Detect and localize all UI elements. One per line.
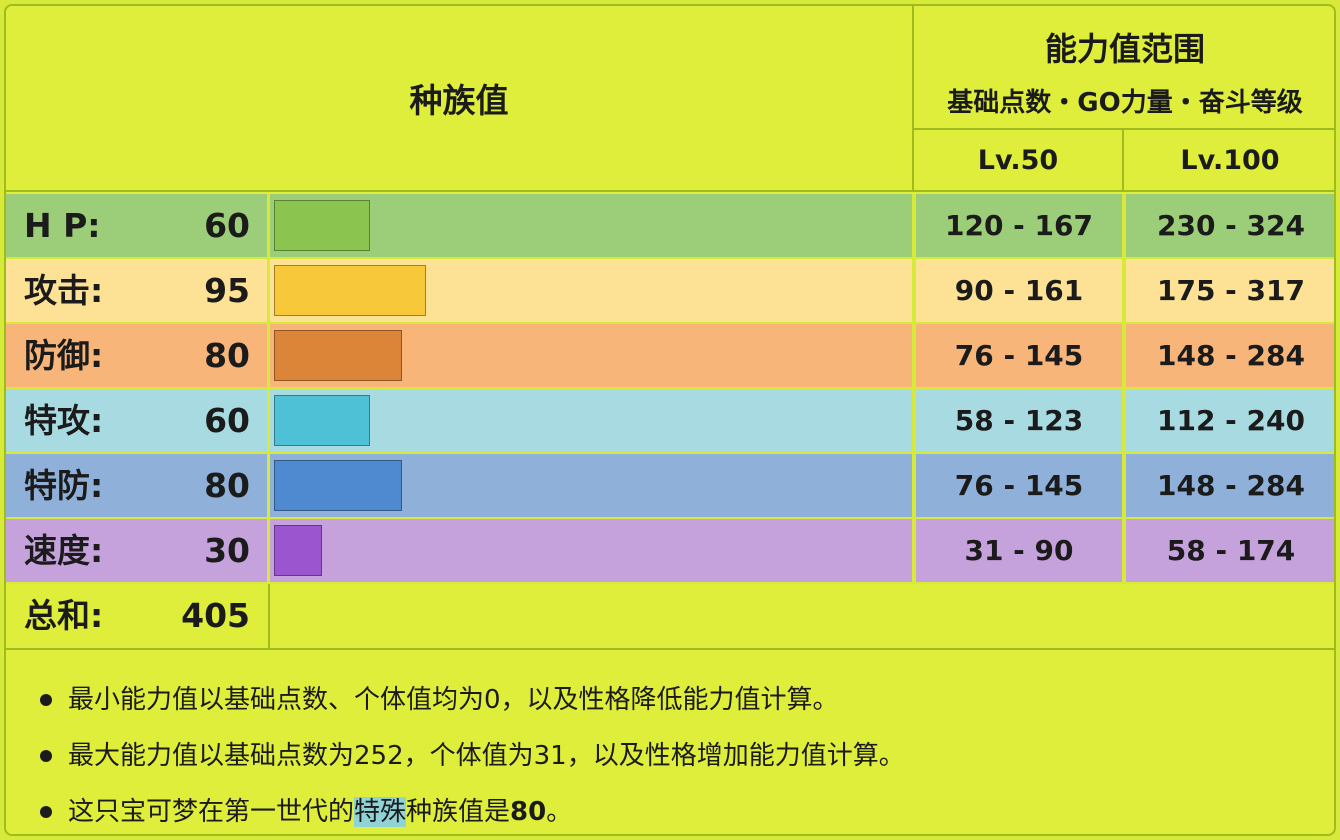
lv50-range: 76 - 145 — [954, 469, 1084, 502]
highlighted-term: 特殊 — [354, 797, 407, 827]
lv50-range: 31 - 90 — [964, 534, 1074, 567]
stat-range-subtitle: 基础点数・GO力量・奋斗等级 — [947, 88, 1303, 118]
divider — [267, 259, 270, 322]
stat-bar — [274, 395, 370, 446]
total-row: 总和: 405 — [6, 584, 1334, 650]
divider — [1122, 194, 1126, 257]
base-stats-header: 种族值 — [6, 6, 914, 192]
stats-table: 种族值 能力值范围 基础点数・GO力量・奋斗等级 Lv.50 Lv.100 H … — [4, 4, 1336, 836]
lv100-range: 148 - 284 — [1156, 339, 1305, 372]
divider — [912, 454, 916, 517]
note-text-middle: 种族值是 — [406, 797, 511, 827]
stat-range-header: 能力值范围 基础点数・GO力量・奋斗等级 — [914, 6, 1334, 130]
stat-value: 80 — [204, 336, 250, 375]
note-text: 最大能力值以基础点数为252，个体值为31，以及性格增加能力值计算。 — [68, 741, 905, 771]
lv100-range: 112 - 240 — [1156, 404, 1305, 437]
stat-bar — [274, 200, 370, 251]
note-text: 最小能力值以基础点数、个体值均为0，以及性格降低能力值计算。 — [68, 685, 839, 715]
divider — [1122, 324, 1126, 387]
divider — [912, 259, 916, 322]
stat-value: 60 — [204, 206, 250, 245]
stat-value: 80 — [204, 466, 250, 505]
lv50-range: 90 - 161 — [954, 274, 1084, 307]
lv100-range: 175 - 317 — [1156, 274, 1305, 307]
divider — [912, 389, 916, 452]
stat-label: 特防: — [24, 466, 104, 505]
stat-bar — [274, 330, 402, 381]
note-item: 最大能力值以基础点数为252，个体值为31，以及性格增加能力值计算。 — [34, 728, 1314, 784]
divider — [912, 324, 916, 387]
lv100-header: Lv.100 — [1124, 130, 1334, 192]
divider — [1122, 259, 1126, 322]
lv100-range: 230 - 324 — [1156, 209, 1305, 242]
stat-range-title: 能力值范围 — [1044, 30, 1205, 68]
divider — [268, 584, 270, 648]
stat-label: 特攻: — [24, 401, 104, 440]
note-text-suffix: 。 — [546, 797, 573, 827]
divider — [267, 454, 270, 517]
stat-label: 攻击: — [24, 271, 104, 310]
lv50-range: 76 - 145 — [954, 339, 1084, 372]
bullet-icon — [40, 806, 52, 818]
stat-value: 30 — [204, 531, 250, 570]
stat-row: H P: 60 120 - 167 230 - 324 — [6, 194, 1334, 259]
stat-row: 特攻: 60 58 - 123 112 - 240 — [6, 389, 1334, 454]
bullet-icon — [40, 750, 52, 762]
note-text-prefix: 这只宝可梦在第一世代的 — [68, 797, 355, 827]
stat-value: 60 — [204, 401, 250, 440]
stat-label: 速度: — [24, 531, 104, 570]
lv100-range: 58 - 174 — [1166, 534, 1296, 567]
divider — [267, 519, 270, 582]
stat-row: 攻击: 95 90 - 161 175 - 317 — [6, 259, 1334, 324]
divider — [912, 194, 916, 257]
divider — [1122, 389, 1126, 452]
stat-bar — [274, 265, 426, 316]
stat-value: 95 — [204, 271, 250, 310]
notes-list: 最小能力值以基础点数、个体值均为0，以及性格降低能力值计算。 最大能力值以基础点… — [34, 672, 1314, 834]
divider — [267, 194, 270, 257]
stat-bar — [274, 460, 402, 511]
stat-label: H P: — [24, 206, 101, 245]
divider — [912, 519, 916, 582]
lv50-range: 120 - 167 — [944, 209, 1093, 242]
stat-row: 特防: 80 76 - 145 148 - 284 — [6, 454, 1334, 519]
stat-bar — [274, 525, 322, 576]
stat-row: 速度: 30 31 - 90 58 - 174 — [6, 519, 1334, 584]
bullet-icon — [40, 694, 52, 706]
total-label: 总和: — [24, 596, 104, 635]
divider — [267, 324, 270, 387]
divider — [267, 389, 270, 452]
gen1-special-value: 80 — [510, 797, 547, 827]
divider — [1122, 519, 1126, 582]
lv100-range: 148 - 284 — [1156, 469, 1305, 502]
lv50-range: 58 - 123 — [954, 404, 1084, 437]
note-item: 最小能力值以基础点数、个体值均为0，以及性格降低能力值计算。 — [34, 672, 1314, 728]
total-value: 405 — [181, 596, 250, 635]
stat-row: 防御: 80 76 - 145 148 - 284 — [6, 324, 1334, 389]
divider — [1122, 454, 1126, 517]
stat-label: 防御: — [24, 336, 104, 375]
note-item: 这只宝可梦在第一世代的特殊种族值是80。 — [34, 784, 1314, 834]
lv50-header: Lv.50 — [914, 130, 1124, 192]
